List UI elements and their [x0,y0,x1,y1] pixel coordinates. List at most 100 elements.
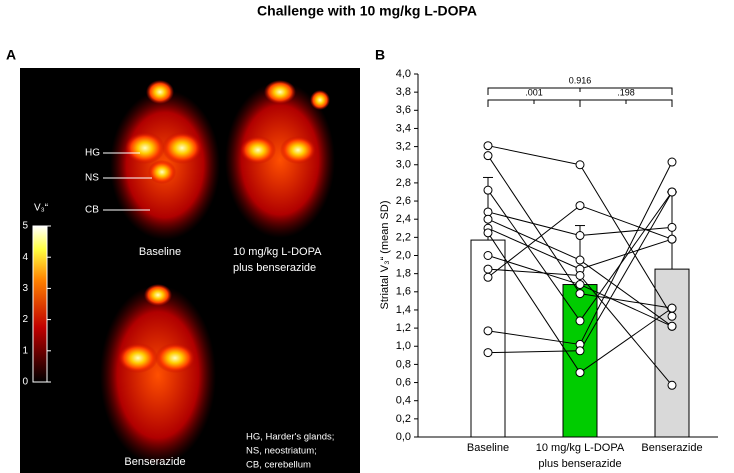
significance-bracket [487,87,673,95]
bar [562,284,598,438]
y-tick-label: 0,0 [396,431,411,443]
data-point [667,303,677,313]
title: Challenge with 10 mg/kg L-DOPA [257,3,477,19]
paired-line [487,218,581,261]
y-tick-label: 4,0 [396,68,411,80]
colorbar-tick-label: 1 [22,345,28,356]
pet-image [110,80,220,240]
paired-line [579,293,673,309]
y-tick-label: 0,4 [396,395,411,407]
colorbar-label: V₃“ [34,203,48,214]
paired-line [487,268,581,276]
pet-image [225,80,335,238]
paired-line [487,350,581,354]
data-point [575,346,585,356]
y-tick-label: 1,0 [396,340,411,352]
paired-line [487,227,581,270]
data-point [483,151,493,161]
pet-image [100,284,216,465]
y-tick-label: 1,6 [396,286,411,298]
region-label: NS [85,173,99,184]
colorbar [32,225,48,383]
p-value: .198 [617,87,635,97]
image-caption: plus benserazide [233,262,316,274]
data-point [575,316,585,326]
paired-line [579,275,673,386]
data-point [575,368,585,378]
data-point [483,348,493,358]
data-point [483,326,493,336]
paired-line [579,164,673,317]
y-tick-label: 3,2 [396,141,411,153]
image-caption: Benserazide [124,456,185,468]
paired-line [487,205,581,278]
data-point [483,141,493,151]
paired-line [579,191,673,322]
y-tick-label: 3,0 [396,159,411,171]
data-point [483,214,493,224]
paired-line [579,284,673,327]
paired-line [579,161,673,345]
significance-bracket [487,99,581,107]
y-tick-label: 2,6 [396,195,411,207]
colorbar-tick-label: 4 [22,252,28,263]
y-tick-label: 1,2 [396,322,411,334]
x-tick-label: 10 mg/kg L-DOPA [536,442,625,454]
p-value: 0.916 [569,75,592,85]
p-value: .001 [525,87,543,97]
paired-line [579,191,673,352]
data-point [575,231,585,241]
image-caption: Baseline [139,246,181,258]
paired-line [487,145,581,166]
bar [654,268,690,438]
paired-line [487,155,581,294]
colorbar-tick-label: 2 [22,314,28,325]
y-tick-label: 2,8 [396,177,411,189]
paired-line [487,330,581,345]
y-tick-label: 3,6 [396,104,411,116]
x-tick-label: Baseline [467,442,509,454]
data-point [667,380,677,390]
image-caption: 10 mg/kg L-DOPA [233,246,322,258]
y-tick-label: 0,6 [396,376,411,388]
note: HG, Harder's glands; [246,432,334,443]
x-tick-label: plus benserazide [538,458,621,470]
y-tick-label: 3,4 [396,122,411,134]
region-label: CB [85,205,99,216]
paired-line [579,226,673,237]
note: CB, cerebellum [246,460,311,471]
data-point [667,234,677,244]
data-point [575,201,585,211]
y-tick-label: 0,8 [396,358,411,370]
data-point [483,264,493,274]
data-point [667,157,677,167]
y-tick-label: 2,4 [396,213,411,225]
y-axis-label: Striatal V₃“ (mean SD) [379,200,391,309]
data-point [667,321,677,331]
paired-line [579,259,673,327]
colorbar-tick-label: 3 [22,283,28,294]
data-point [483,272,493,282]
significance-bracket [579,99,673,107]
data-point [667,311,677,321]
data-point [575,280,585,290]
paired-line [487,189,581,322]
data-point [483,185,493,195]
colorbar-tick-label: 0 [22,377,28,388]
panel-letter: B [375,47,385,63]
data-point [575,270,585,280]
data-point [575,255,585,265]
y-tick-label: 2,0 [396,249,411,261]
data-point [667,222,677,232]
data-point [483,228,493,238]
colorbar-tick-label: 5 [22,221,28,232]
data-point [483,251,493,260]
y-tick-label: 2,2 [396,231,411,243]
y-tick-label: 1,4 [396,304,411,316]
x-tick-label: Benserazide [641,442,702,454]
y-tick-label: 1,8 [396,268,411,280]
paired-line [579,205,673,240]
note: NS, neostriatum; [246,446,317,457]
